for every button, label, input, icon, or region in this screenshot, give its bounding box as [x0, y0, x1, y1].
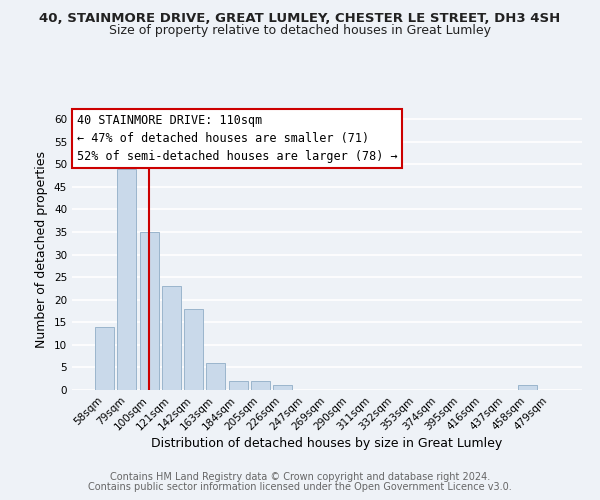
Bar — [162, 286, 181, 390]
Bar — [140, 232, 158, 390]
X-axis label: Distribution of detached houses by size in Great Lumley: Distribution of detached houses by size … — [151, 438, 503, 450]
Text: Contains public sector information licensed under the Open Government Licence v3: Contains public sector information licen… — [88, 482, 512, 492]
Text: Size of property relative to detached houses in Great Lumley: Size of property relative to detached ho… — [109, 24, 491, 37]
Bar — [206, 363, 225, 390]
Y-axis label: Number of detached properties: Number of detached properties — [35, 152, 49, 348]
Text: Contains HM Land Registry data © Crown copyright and database right 2024.: Contains HM Land Registry data © Crown c… — [110, 472, 490, 482]
Bar — [118, 168, 136, 390]
Text: 40, STAINMORE DRIVE, GREAT LUMLEY, CHESTER LE STREET, DH3 4SH: 40, STAINMORE DRIVE, GREAT LUMLEY, CHEST… — [40, 12, 560, 26]
Bar — [251, 381, 270, 390]
Bar — [518, 386, 536, 390]
Text: 40 STAINMORE DRIVE: 110sqm
← 47% of detached houses are smaller (71)
52% of semi: 40 STAINMORE DRIVE: 110sqm ← 47% of deta… — [77, 114, 398, 163]
Bar — [229, 381, 248, 390]
Bar — [95, 327, 114, 390]
Bar — [184, 308, 203, 390]
Bar — [273, 386, 292, 390]
